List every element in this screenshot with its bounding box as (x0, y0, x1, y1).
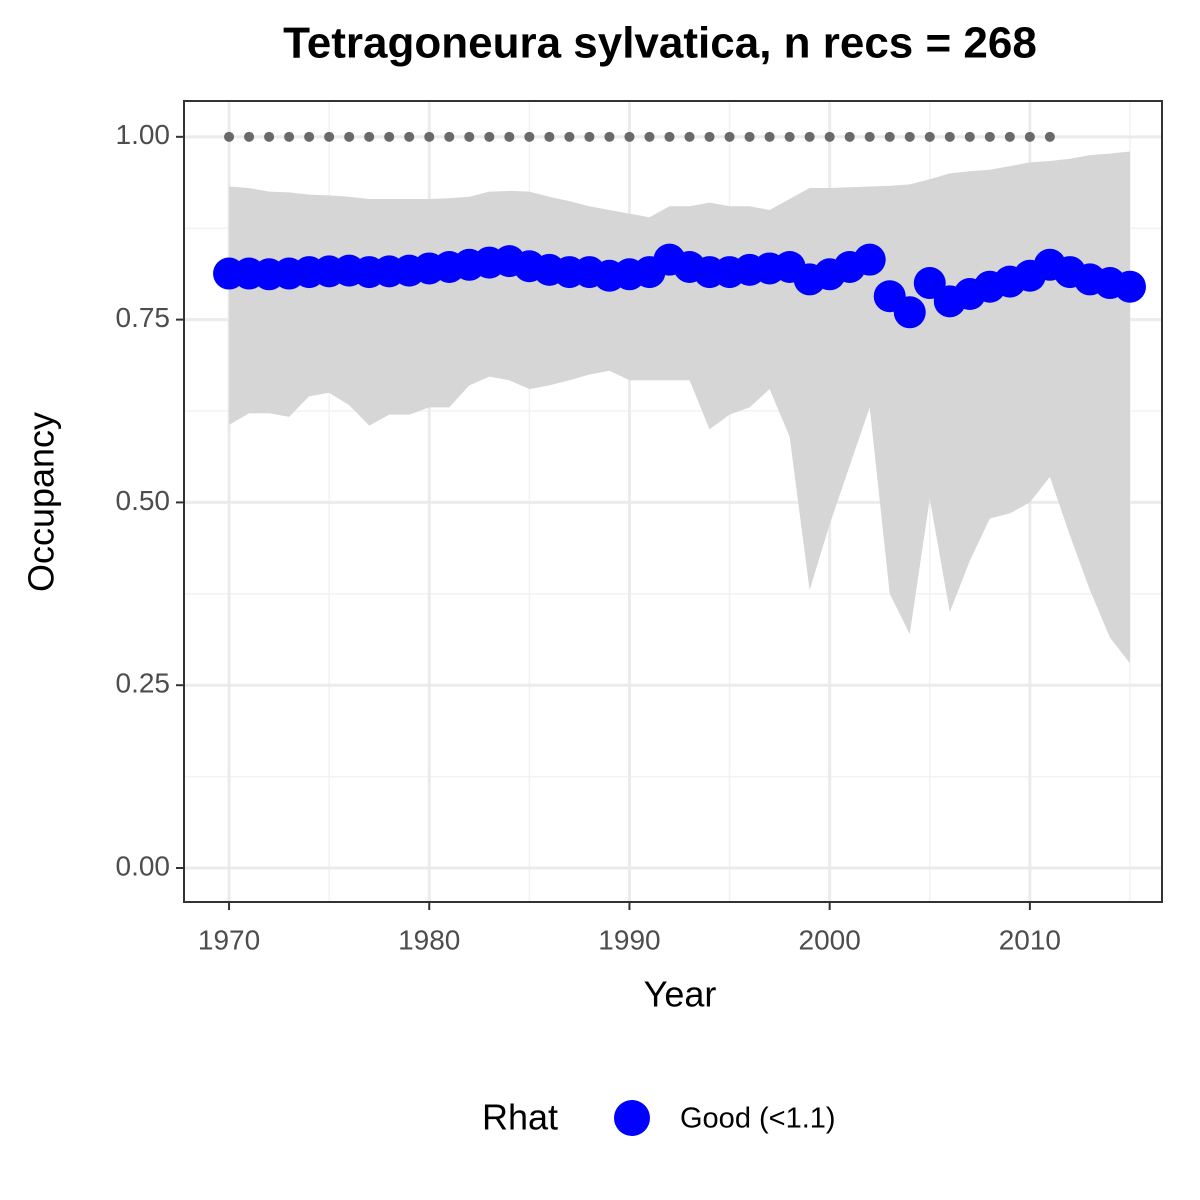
y-tick-label: 1.00 (116, 119, 171, 150)
chart-title: Tetragoneura sylvatica, n recs = 268 (283, 19, 1037, 68)
legend-marker (614, 1100, 650, 1136)
reference-dot (444, 131, 455, 142)
reference-dot (264, 131, 275, 142)
reference-dot (1024, 131, 1035, 142)
occupancy-point (853, 243, 886, 276)
reference-dot (344, 131, 355, 142)
reference-dot (844, 131, 855, 142)
reference-dot (604, 131, 615, 142)
reference-dot (544, 131, 555, 142)
reference-dot (984, 131, 995, 142)
y-tick-label: 0.75 (116, 302, 171, 333)
reference-dot (784, 131, 795, 142)
x-tick-label: 1970 (198, 924, 260, 955)
reference-dot (304, 131, 315, 142)
reference-dot (524, 131, 535, 142)
reference-dot (484, 131, 495, 142)
reference-dot (944, 131, 955, 142)
legend-label: Good (<1.1) (680, 1103, 836, 1135)
reference-dot (504, 131, 515, 142)
reference-dot (384, 131, 395, 142)
reference-dot (1044, 131, 1055, 142)
reference-dot (824, 131, 835, 142)
legend-title: Rhat (482, 1097, 558, 1138)
reference-dot (684, 131, 695, 142)
confidence-band (229, 151, 1130, 664)
reference-dot (624, 131, 635, 142)
x-tick-label: 1990 (598, 924, 660, 955)
x-tick-label: 2000 (799, 924, 861, 955)
x-tick-label: 2010 (999, 924, 1061, 955)
reference-dot (704, 131, 715, 142)
reference-dot (224, 131, 235, 142)
y-tick-label: 0.25 (116, 668, 171, 699)
reference-dot (884, 131, 895, 142)
reference-dot (284, 131, 295, 142)
reference-dot (564, 131, 575, 142)
reference-dot (324, 131, 335, 142)
reference-dot (364, 131, 375, 142)
reference-dot (964, 131, 975, 142)
x-tick-label: 1980 (398, 924, 460, 955)
reference-dot (404, 131, 415, 142)
reference-dot (904, 131, 915, 142)
y-axis-label: Occupancy (21, 412, 62, 592)
reference-dot (424, 131, 435, 142)
reference-dot (644, 131, 655, 142)
occupancy-point (893, 296, 926, 329)
reference-dot (244, 131, 255, 142)
reference-dot (764, 131, 775, 142)
reference-dot (1004, 131, 1015, 142)
reference-dot (864, 131, 875, 142)
reference-dot (804, 131, 815, 142)
reference-dot (464, 131, 475, 142)
y-tick-label: 0.00 (116, 850, 171, 881)
panel-border (183, 100, 1163, 903)
reference-dot (924, 131, 935, 142)
y-tick-label: 0.50 (116, 485, 171, 516)
occupancy-point (1113, 270, 1146, 303)
reference-dot (724, 131, 735, 142)
x-axis-label: Year (644, 974, 717, 1015)
reference-dot (664, 131, 675, 142)
reference-dot (744, 131, 755, 142)
reference-dot (584, 131, 595, 142)
